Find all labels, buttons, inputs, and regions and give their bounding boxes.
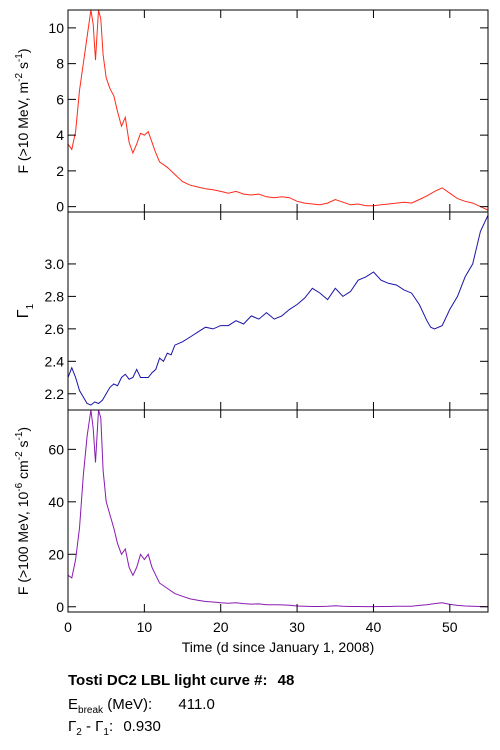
- series-line-flux_gt100mev: [68, 410, 488, 608]
- xtick-label: 30: [289, 619, 305, 635]
- ylabel-flux_gt10mev: F (>10 MeV, m-2 s-1): [14, 48, 31, 173]
- caption-line-3: Γ2 - Γ1: 0.930: [68, 718, 161, 738]
- ytick-label-flux_gt10mev: 8: [56, 56, 64, 72]
- gamma-difference-value: 0.930: [123, 718, 161, 735]
- ytick-label-flux_gt10mev: 2: [56, 163, 64, 179]
- panel-frame-flux_gt10mev: [67, 9, 489, 213]
- ytick-label-flux_gt10mev: 0: [56, 199, 64, 215]
- caption-line-2: Ebreak (MeV): 411.0: [68, 696, 215, 716]
- ytick-label-gamma1: 3.0: [45, 256, 65, 272]
- caption-curve-number: 48: [277, 672, 295, 689]
- xtick-label: 10: [137, 619, 153, 635]
- ebreak-label: E: [68, 696, 79, 713]
- ytick-label-flux_gt10mev: 4: [56, 127, 64, 143]
- gamma1-subscript: 1: [103, 727, 109, 738]
- ytick-label-flux_gt100mev: 40: [48, 494, 64, 510]
- ytick-label-flux_gt100mev: 20: [48, 546, 64, 562]
- ebreak-value: 411.0: [178, 696, 215, 713]
- xtick-label: 20: [213, 619, 229, 635]
- series-line-gamma1: [68, 214, 488, 406]
- ytick-label-gamma1: 2.6: [45, 321, 65, 337]
- gamma-difference-colon: :: [108, 718, 114, 735]
- ytick-label-flux_gt100mev: 0: [56, 599, 64, 615]
- gamma2-subscript: 2: [76, 727, 82, 738]
- xtick-label: 50: [442, 619, 458, 635]
- ytick-label-gamma1: 2.4: [45, 353, 65, 369]
- caption-line-1: Tosti DC2 LBL light curve #: 48: [68, 672, 294, 689]
- xaxis-label: Time (d since January 1, 2008): [182, 639, 374, 655]
- panel-frame-flux_gt100mev: [67, 409, 489, 613]
- light-curve-chart: 0 2 4 6 8 10 F (>10 MeV, m-2 s-1) 2.2 2.4 2.6 2.8 3…: [14, 9, 489, 655]
- gamma-difference-operator: - Γ: [81, 718, 104, 735]
- ytick-label-gamma1: 2.8: [45, 288, 65, 304]
- series-line-flux_gt10mev: [68, 10, 488, 211]
- ytick-label-flux_gt100mev: 60: [48, 441, 64, 457]
- ylabel-gamma1: Γ1: [15, 303, 36, 318]
- caption-title: Tosti DC2 LBL light curve #:: [68, 672, 268, 689]
- panel-frame-gamma1: [67, 211, 489, 411]
- ylabel-flux_gt100mev: F (>100 MeV, 10-6 cm-2 s-1): [14, 427, 31, 595]
- ytick-label-flux_gt10mev: 10: [48, 20, 64, 36]
- ytick-label-flux_gt10mev: 6: [56, 91, 64, 107]
- ebreak-subscript: break: [78, 705, 104, 716]
- xtick-label: 0: [64, 619, 72, 635]
- gamma2-symbol: Γ: [68, 718, 77, 735]
- ytick-label-gamma1: 2.2: [45, 386, 65, 402]
- ebreak-unit: (MeV):: [103, 696, 153, 713]
- xtick-label: 40: [366, 619, 382, 635]
